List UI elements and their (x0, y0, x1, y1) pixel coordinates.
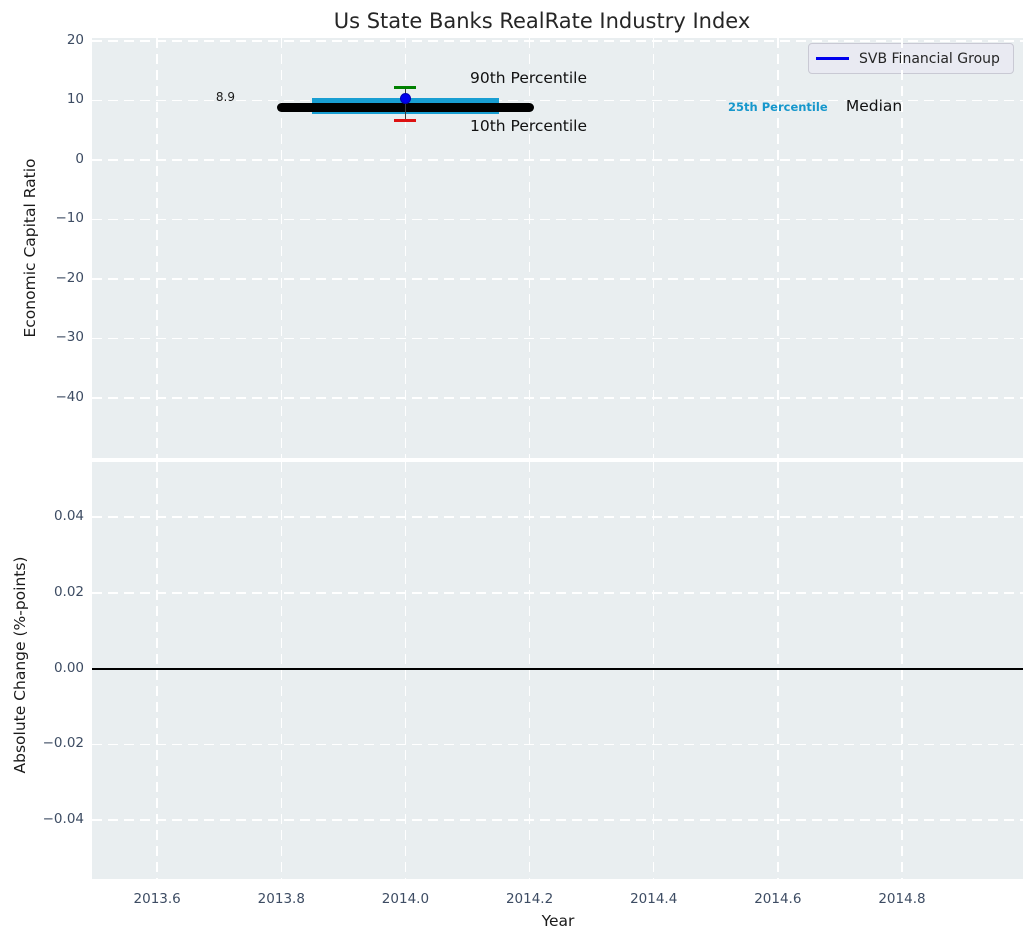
x-tick-label: 2013.6 (133, 891, 181, 907)
legend-label: SVB Financial Group (859, 50, 1000, 67)
annotation-median-value-label: 8.9 (215, 89, 235, 104)
annotation-p10-label: 10th Percentile (469, 117, 588, 136)
y-tick-label: −0.02 (42, 735, 84, 752)
gridline-x (404, 38, 407, 458)
gridline-x (901, 462, 903, 879)
svb-data-point (399, 93, 411, 105)
x-tick-label: 2014.6 (754, 891, 802, 907)
y-tick-label: −0.04 (42, 811, 84, 828)
gridline-x (156, 462, 158, 879)
gridline-x (901, 38, 903, 458)
y-tick-label: 0.00 (53, 659, 84, 676)
bottom-plot-area (92, 462, 1023, 879)
annotation-median-word-label: Median (845, 97, 903, 116)
legend: SVB Financial Group (808, 43, 1014, 74)
p90-cap (394, 86, 417, 90)
gridline-y (92, 819, 1023, 821)
y-tick-label: 20 (66, 31, 84, 48)
gridline-x (652, 38, 655, 458)
gridline-y (92, 218, 1023, 221)
zero-line (92, 667, 1023, 670)
annotation-p25-label: 25th Percentile (728, 100, 828, 114)
gridline-y (92, 516, 1023, 518)
x-tick-label: 2013.8 (257, 891, 305, 907)
gridline-x (777, 38, 779, 458)
gridline-y (92, 397, 1023, 399)
legend-line-sample (816, 57, 849, 60)
gridline-y (92, 40, 1023, 42)
gridline-x (528, 38, 531, 458)
x-tick-label: 2014.0 (381, 891, 430, 907)
gridline-y (92, 99, 1023, 102)
y-tick-label: −10 (55, 210, 85, 227)
y-tick-label: −40 (55, 388, 85, 405)
top-plot-area (92, 38, 1023, 458)
gridline-y (92, 337, 1023, 340)
gridline-y (92, 159, 1023, 161)
chart-title: Us State Banks RealRate Industry Index (333, 9, 751, 33)
gridline-x (280, 462, 283, 879)
y-tick-label: 0 (75, 150, 84, 167)
gridline-x (652, 462, 655, 879)
gridline-y (92, 743, 1023, 746)
y-tick-label: −30 (55, 329, 85, 346)
x-tick-label: 2014.4 (630, 891, 678, 907)
gridline-x (404, 462, 407, 879)
x-tick-label: 2014.2 (505, 891, 554, 907)
gridline-y (92, 592, 1023, 594)
y-tick-label: 10 (66, 91, 84, 108)
y-tick-label: 0.02 (53, 583, 84, 600)
gridline-x (528, 462, 531, 879)
gridline-y (92, 278, 1023, 280)
x-axis-label: Year (541, 912, 575, 930)
y-tick-label: 0.04 (53, 507, 84, 524)
x-tick-label: 2014.8 (878, 891, 926, 907)
gridline-x (777, 462, 779, 879)
p10-cap (394, 118, 417, 122)
gridline-x (156, 38, 158, 458)
annotation-p90-label: 90th Percentile (469, 69, 588, 88)
gridline-x (280, 38, 283, 458)
top-y-axis-label: Economic Capital Ratio (21, 158, 39, 338)
percentile-whisker (404, 87, 407, 121)
y-tick-label: −20 (55, 269, 85, 286)
